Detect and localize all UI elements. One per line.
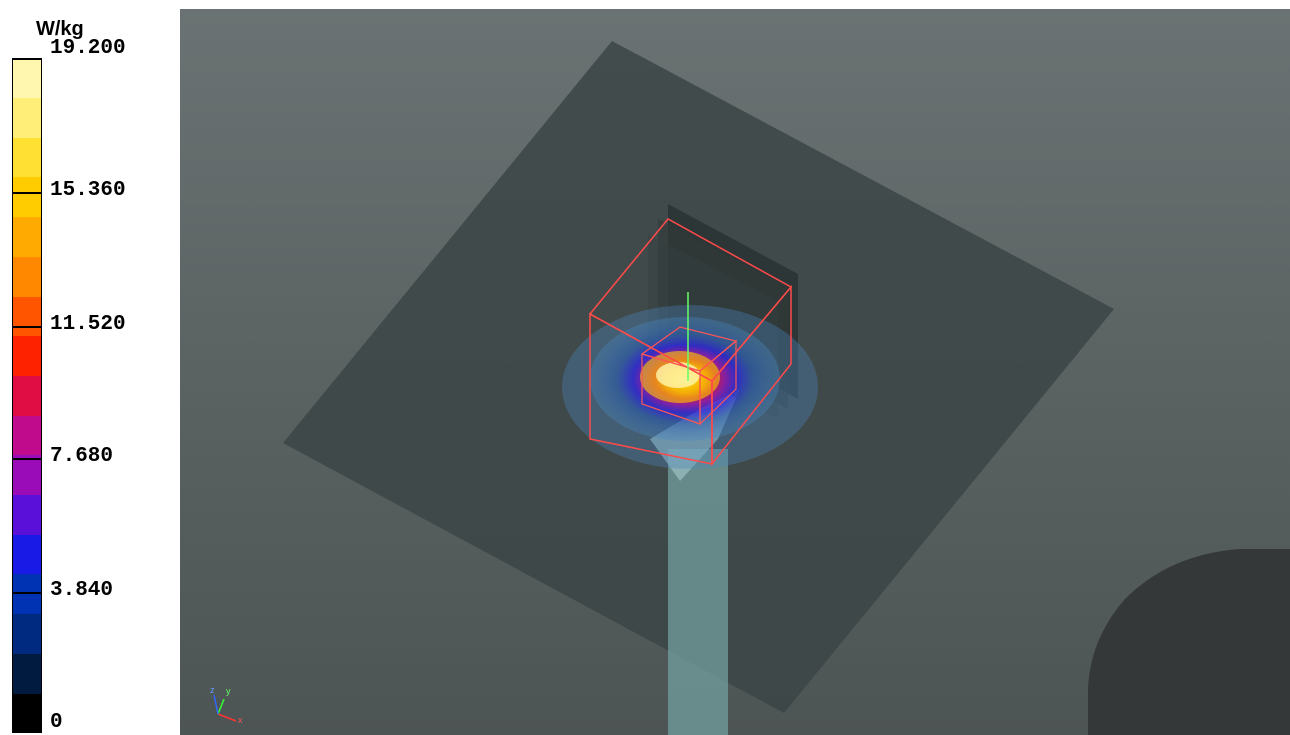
colorbar-frame	[12, 58, 42, 733]
colorbar-segment	[12, 375, 42, 416]
xyz-axes-icon: y x z	[210, 685, 243, 725]
svg-text:x: x	[238, 715, 243, 725]
phantom-body	[1088, 549, 1290, 735]
legend-tick-label: 0	[50, 711, 63, 734]
colorbar-segment	[12, 216, 42, 257]
colorbar	[12, 58, 42, 734]
feed-rod	[668, 449, 728, 735]
colorbar-segment	[12, 574, 42, 615]
colorbar-segment	[12, 137, 42, 178]
colorbar-segment	[12, 415, 42, 456]
legend-tick-label: 11.520	[50, 313, 126, 336]
3d-viewport[interactable]: y x z	[180, 9, 1290, 735]
colorbar-segment	[12, 613, 42, 654]
colorbar-segment	[12, 653, 42, 694]
measurement-cube-large	[588, 218, 793, 467]
colorbar-segment	[12, 177, 42, 218]
color-legend: W/kg 19.200 15.360 11.520 7.680 3.840 0	[0, 0, 180, 735]
legend-tick-label: 15.360	[50, 179, 126, 202]
colorbar-segment	[12, 296, 42, 337]
colorbar-segment	[12, 335, 42, 376]
legend-unit: W/kg	[36, 18, 84, 40]
colorbar-segment	[12, 534, 42, 575]
svg-text:y: y	[226, 686, 231, 696]
measurement-cube-small	[640, 326, 738, 426]
svg-text:z: z	[210, 685, 215, 695]
legend-tick-label: 19.200	[50, 37, 126, 60]
colorbar-segment	[12, 256, 42, 297]
legend-tick-label: 3.840	[50, 579, 114, 602]
colorbar-segment	[12, 455, 42, 496]
colorbar-segment	[12, 97, 42, 138]
colorbar-segment	[12, 58, 42, 98]
colorbar-segment	[12, 494, 42, 535]
colorbar-segment	[12, 693, 42, 734]
legend-tick-label: 7.680	[50, 445, 114, 468]
scene: y x z	[210, 41, 1290, 735]
